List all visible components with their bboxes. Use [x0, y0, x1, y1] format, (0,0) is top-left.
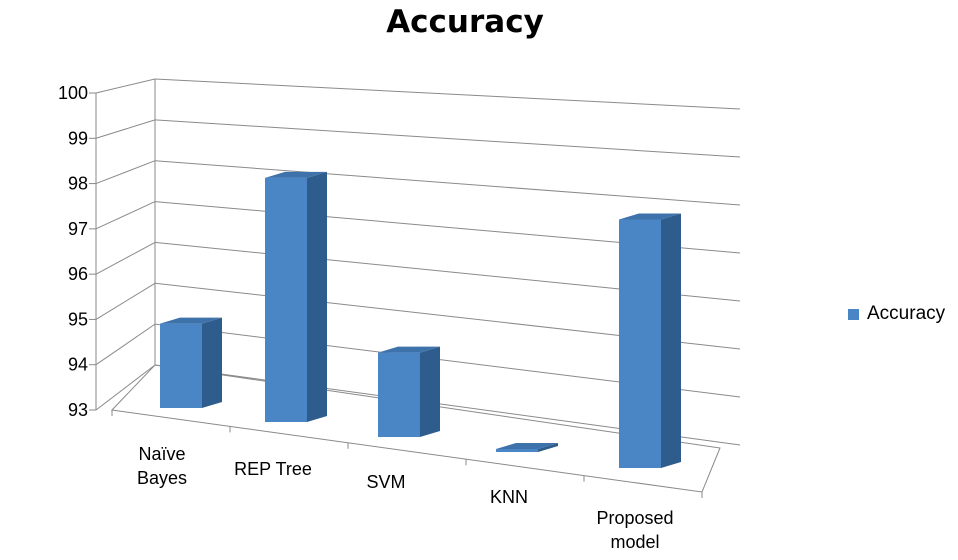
- bar-2: [265, 171, 327, 422]
- bar-side: [538, 443, 558, 452]
- gridline: [154, 119, 741, 158]
- legend-swatch: [848, 308, 859, 320]
- x-tick-label: REP Tree: [234, 459, 312, 479]
- bar-front: [265, 177, 307, 422]
- x-tick-label: model: [610, 532, 659, 552]
- y-tick-label: 94: [68, 355, 88, 375]
- gridline-side: [95, 323, 156, 366]
- bar-1: [160, 317, 222, 408]
- gridline-side: [95, 119, 156, 139]
- bar-front: [160, 323, 202, 408]
- y-tick-label: 93: [68, 400, 88, 420]
- x-tick-label: Proposed: [596, 508, 673, 528]
- x-tick-label: Bayes: [137, 468, 187, 488]
- y-tick-label: 97: [68, 219, 88, 239]
- bar-top: [619, 213, 681, 220]
- gridline: [154, 160, 741, 206]
- bar-4: [496, 443, 558, 452]
- bar-side: [420, 346, 440, 437]
- bar-side: [661, 213, 681, 468]
- y-tick-label: 95: [68, 309, 88, 329]
- gridline-side: [95, 241, 156, 275]
- bar-side: [307, 171, 327, 422]
- gridline-side: [95, 78, 156, 94]
- bar-front: [619, 219, 661, 468]
- x-tick-label: KNN: [490, 487, 528, 507]
- y-tick-label: 98: [68, 174, 88, 194]
- legend: Accuracy: [848, 303, 945, 325]
- chart-title: Accuracy: [386, 4, 544, 40]
- gridline-side: [95, 201, 156, 230]
- bar-3: [378, 346, 440, 437]
- bar-top: [496, 443, 558, 449]
- legend-label: Accuracy: [867, 303, 946, 324]
- y-tick-label: 96: [68, 264, 88, 284]
- gridline-side: [95, 160, 156, 185]
- bar-front: [378, 352, 420, 437]
- x-tick-label: SVM: [366, 472, 405, 492]
- bar-5: [619, 213, 681, 468]
- floor: [110, 364, 721, 493]
- gridline-side: [95, 282, 156, 320]
- bar-top: [265, 171, 327, 178]
- y-tick-label: 99: [68, 128, 88, 148]
- bar-top: [160, 317, 222, 324]
- bar-top: [378, 346, 440, 353]
- bar-side: [202, 317, 222, 408]
- bar-front: [496, 449, 538, 452]
- x-tick-label: Naïve: [138, 444, 185, 464]
- gridline: [154, 78, 741, 110]
- y-tick-label: 100: [58, 83, 88, 103]
- gridline-side: [95, 364, 156, 411]
